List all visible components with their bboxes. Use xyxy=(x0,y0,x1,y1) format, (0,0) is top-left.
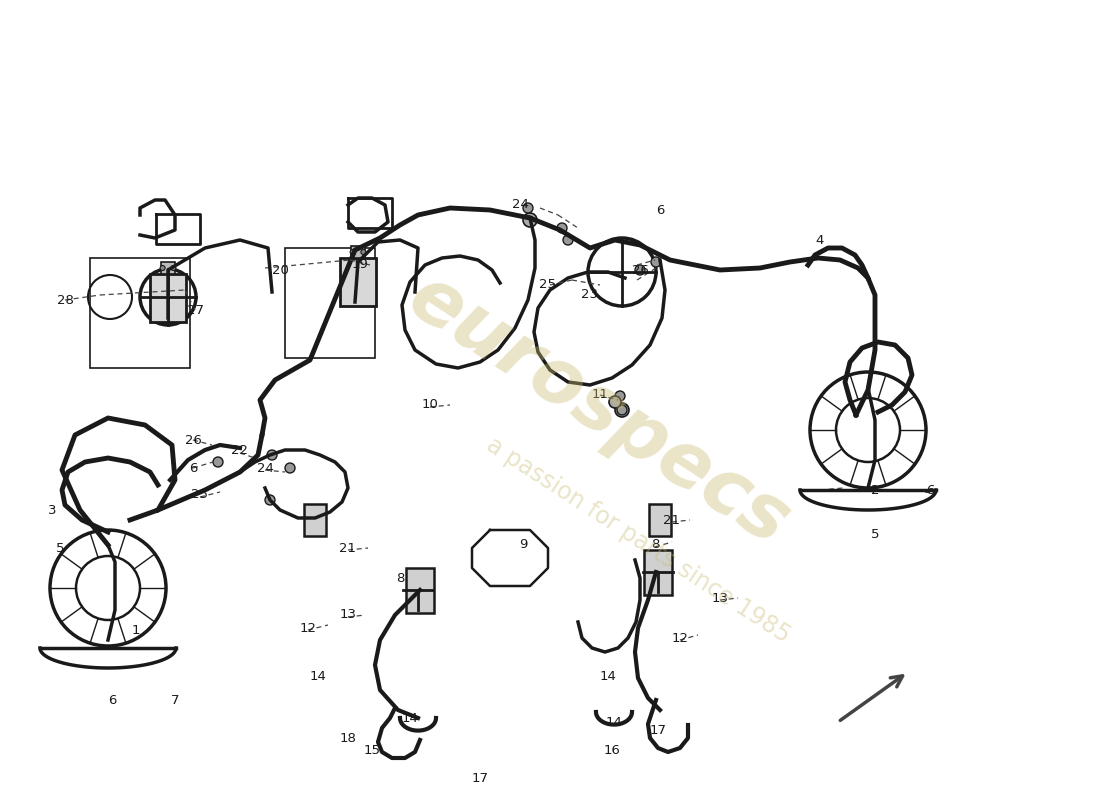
Circle shape xyxy=(557,223,566,233)
Bar xyxy=(161,262,175,274)
Circle shape xyxy=(265,495,275,505)
Text: 4: 4 xyxy=(816,234,824,246)
Text: eurospecs: eurospecs xyxy=(394,259,802,561)
Text: 13: 13 xyxy=(340,609,356,622)
Circle shape xyxy=(170,266,176,270)
Text: 20: 20 xyxy=(272,263,288,277)
Bar xyxy=(649,504,671,536)
Text: 25: 25 xyxy=(191,489,209,502)
Bar xyxy=(406,567,434,613)
Bar xyxy=(285,248,375,358)
Text: 12: 12 xyxy=(671,631,689,645)
Circle shape xyxy=(267,450,277,460)
Circle shape xyxy=(635,265,645,275)
Text: 2: 2 xyxy=(871,483,879,497)
Text: 6: 6 xyxy=(926,483,934,497)
Circle shape xyxy=(522,213,537,227)
Text: 18: 18 xyxy=(340,731,356,745)
Text: 28: 28 xyxy=(56,294,74,306)
Text: 15: 15 xyxy=(363,743,381,757)
Text: 9: 9 xyxy=(519,538,527,551)
Text: 21: 21 xyxy=(663,514,681,526)
Circle shape xyxy=(285,463,295,473)
Bar xyxy=(340,258,376,306)
Text: 12: 12 xyxy=(299,622,317,634)
Bar xyxy=(90,258,190,368)
Circle shape xyxy=(161,266,165,270)
Text: 3: 3 xyxy=(47,503,56,517)
Text: 14: 14 xyxy=(402,711,418,725)
Bar xyxy=(644,550,672,594)
Text: 8: 8 xyxy=(396,571,404,585)
Text: 14: 14 xyxy=(606,715,623,729)
Text: 10: 10 xyxy=(421,398,439,411)
Circle shape xyxy=(213,457,223,467)
Circle shape xyxy=(617,405,627,415)
Text: 8: 8 xyxy=(651,538,659,551)
Text: 24: 24 xyxy=(512,198,528,211)
Circle shape xyxy=(563,235,573,245)
Text: 17: 17 xyxy=(649,723,667,737)
Text: 13: 13 xyxy=(712,591,728,605)
Text: 16: 16 xyxy=(604,743,620,757)
Text: 14: 14 xyxy=(309,670,327,682)
Text: 7: 7 xyxy=(170,694,179,706)
Text: 6: 6 xyxy=(189,462,197,474)
Circle shape xyxy=(609,396,622,408)
Text: a passion for parts since 1985: a passion for parts since 1985 xyxy=(482,433,794,647)
Text: 5: 5 xyxy=(871,529,879,542)
Text: 27: 27 xyxy=(187,303,204,317)
Text: 1: 1 xyxy=(132,623,141,637)
Text: 25: 25 xyxy=(539,278,557,291)
Circle shape xyxy=(522,203,534,213)
Text: 22: 22 xyxy=(231,443,249,457)
Circle shape xyxy=(651,257,661,267)
Bar xyxy=(150,274,186,322)
Text: 26: 26 xyxy=(631,263,648,277)
Bar xyxy=(304,504,326,536)
Circle shape xyxy=(615,391,625,401)
Text: 14: 14 xyxy=(600,670,616,682)
Bar xyxy=(351,246,365,258)
Circle shape xyxy=(615,403,629,417)
Circle shape xyxy=(350,250,355,254)
Text: 17: 17 xyxy=(472,771,488,785)
Text: 6: 6 xyxy=(656,203,664,217)
Text: 21: 21 xyxy=(340,542,356,554)
Text: 26: 26 xyxy=(185,434,201,446)
Text: 11: 11 xyxy=(592,389,608,402)
Text: 5: 5 xyxy=(56,542,64,554)
Circle shape xyxy=(361,250,366,254)
Text: 23: 23 xyxy=(582,289,598,302)
Text: 24: 24 xyxy=(256,462,274,474)
Text: 6: 6 xyxy=(108,694,117,706)
Text: 19: 19 xyxy=(352,258,368,271)
